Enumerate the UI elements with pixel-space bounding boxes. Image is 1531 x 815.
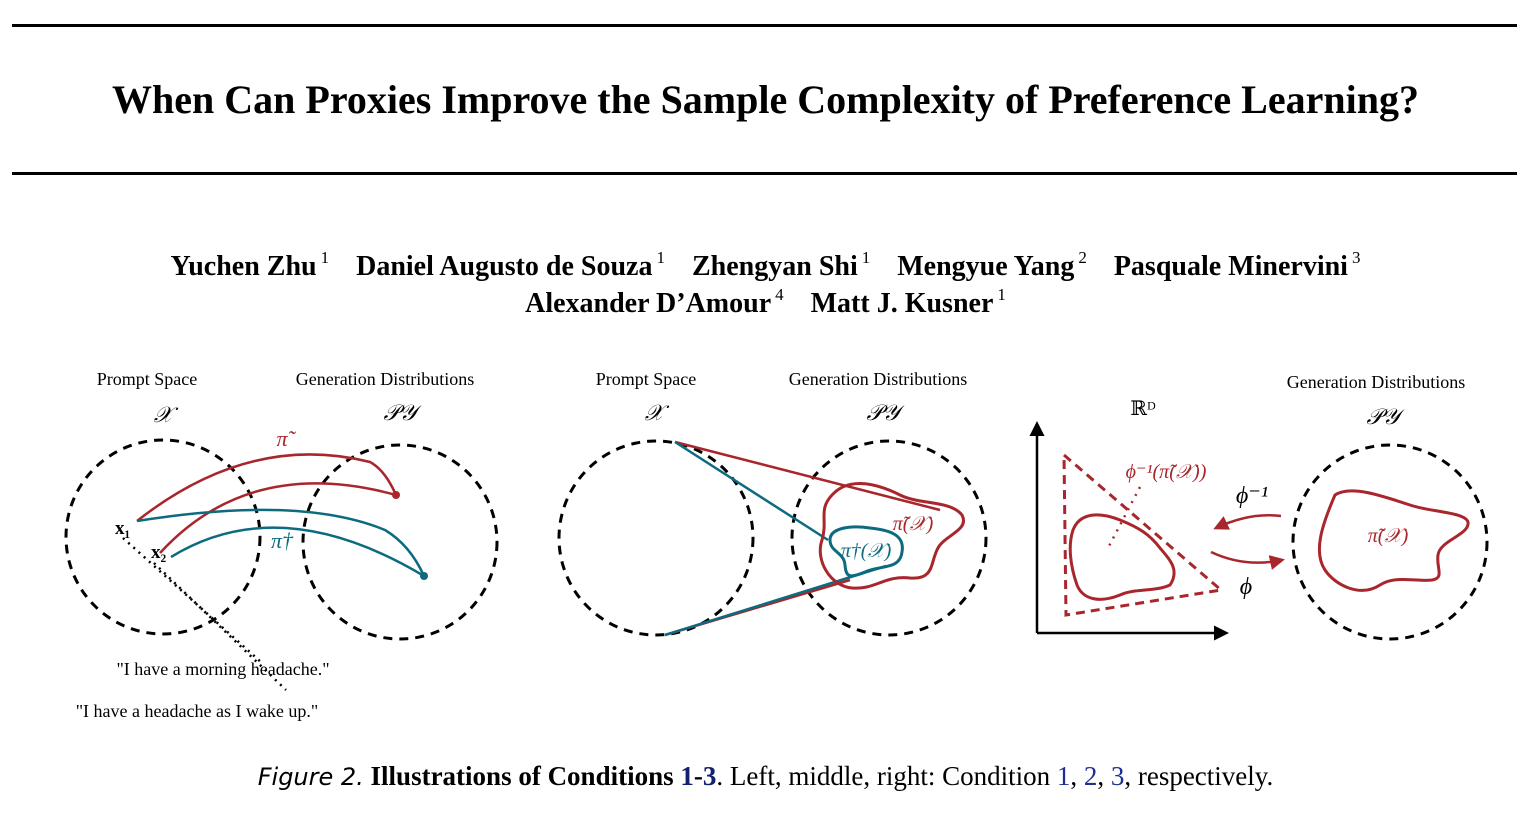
phi-inverse-arrow bbox=[1213, 513, 1282, 530]
prompt-space-circle bbox=[64, 438, 262, 636]
paper-title: When Can Proxies Improve the Sample Comp… bbox=[112, 77, 1419, 122]
phi-inverse-leader bbox=[1106, 486, 1142, 549]
x2-dotted-leader bbox=[153, 562, 287, 691]
author: Yuchen Zhu 1 bbox=[170, 248, 330, 282]
author: Daniel Augusto de Souza 1 bbox=[356, 248, 665, 282]
condition-ref-link[interactable]: 3 bbox=[1110, 761, 1125, 791]
prompt-space-label: Prompt Space bbox=[97, 369, 198, 389]
right-panel: ℝᴰ Generation Distributions 𝒫𝒴 ϕ⁻¹(π̃(𝒳)… bbox=[1029, 372, 1489, 641]
authors-line-2: Alexander D’Amour 4 Matt J. Kusner 1 bbox=[0, 277, 1531, 322]
pi-dagger-arrow-2 bbox=[170, 526, 425, 578]
figure-caption: Figure 2. Illustrations of Conditions 1-… bbox=[257, 761, 1274, 791]
pi-tilde-x-label: π̃(𝒳) bbox=[893, 513, 934, 535]
pi-dagger-arrow-1 bbox=[136, 508, 426, 577]
pi-tilde-arrow-1 bbox=[136, 453, 398, 522]
generation-space-symbol: 𝒫𝒴 bbox=[383, 400, 422, 425]
generation-space-circle bbox=[1291, 443, 1489, 641]
middle-panel: Prompt Space Generation Distributions 𝒳 … bbox=[557, 369, 988, 637]
phi-inverse-region bbox=[1068, 513, 1176, 601]
figure-label: Figure 2. bbox=[257, 763, 364, 791]
caption-bold-text: Illustrations of Conditions bbox=[370, 761, 674, 791]
pi-tilde-x-label: π̃(𝒳) bbox=[1368, 525, 1409, 547]
prompt-space-symbol: 𝒳 bbox=[645, 400, 670, 425]
pi-dagger-projection-lines bbox=[664, 440, 887, 637]
condition-ref-link[interactable]: 2 bbox=[1083, 761, 1098, 791]
condition-ref-link[interactable]: 3 bbox=[702, 761, 717, 791]
pi-tilde-image-region bbox=[818, 481, 966, 590]
pi-tilde-label: π̃ bbox=[276, 426, 296, 451]
phi-inverse-region-label: ϕ⁻¹(π̃(𝒳)) bbox=[1126, 461, 1207, 483]
generation-distributions-label: Generation Distributions bbox=[789, 369, 967, 389]
example-prompt-1: "I have a morning headache." bbox=[116, 659, 329, 679]
phi-inverse-symbol: ϕ⁻¹ bbox=[1236, 483, 1268, 509]
top-rule bbox=[12, 24, 1517, 27]
phi-arrow bbox=[1210, 550, 1285, 570]
caption-tail: , respectively. bbox=[1124, 761, 1274, 791]
generation-space-circle bbox=[301, 443, 499, 641]
generation-distributions-label: Generation Distributions bbox=[296, 369, 474, 389]
pi-tilde-target-point bbox=[392, 491, 400, 499]
condition-ref-link[interactable]: 1 bbox=[680, 761, 694, 791]
x1-label: x₁ bbox=[115, 518, 130, 539]
pi-dagger-label: π† bbox=[271, 528, 294, 553]
authors-line-1: Yuchen Zhu 1 Daniel Augusto de Souza 1 Zhe… bbox=[0, 240, 1531, 285]
generation-distributions-label: Generation Distributions bbox=[1287, 372, 1465, 392]
phi-symbol: ϕ bbox=[1240, 574, 1252, 600]
pi-tilde-image-region bbox=[1317, 489, 1470, 592]
author: Pasquale Minervini 3 bbox=[1113, 248, 1361, 282]
generation-space-symbol: 𝒫𝒴 bbox=[1366, 404, 1405, 429]
example-prompt-2: "I have a headache as I wake up." bbox=[76, 701, 319, 721]
caption-text: . Left, middle, right: Condition bbox=[716, 761, 1051, 791]
pi-dagger-image-region bbox=[828, 525, 904, 578]
author: Zhengyan Shi 1 bbox=[692, 248, 871, 282]
author: Alexander D’Amour 4 bbox=[525, 285, 784, 319]
generation-space-symbol: 𝒫𝒴 bbox=[866, 400, 905, 425]
caption-range-dash: - bbox=[693, 761, 703, 791]
real-space-label: ℝᴰ bbox=[1130, 398, 1156, 420]
condition-ref-link[interactable]: 1 bbox=[1056, 761, 1071, 791]
prompt-space-symbol: 𝒳 bbox=[154, 402, 179, 427]
author: Mengyue Yang 2 bbox=[897, 248, 1087, 282]
generation-space-circle bbox=[790, 439, 988, 637]
pi-tilde-arrow-2 bbox=[159, 482, 397, 554]
left-panel: Prompt Space Generation Distributions 𝒳 … bbox=[64, 369, 499, 721]
figure-2-illustration: Prompt Space Generation Distributions 𝒳 … bbox=[64, 369, 1489, 721]
x1-dotted-leader bbox=[122, 537, 263, 664]
author: Matt J. Kusner 1 bbox=[810, 285, 1006, 319]
prompt-space-circle bbox=[557, 439, 755, 637]
phi-inverse-triangle bbox=[1062, 451, 1225, 617]
pi-dagger-target-point bbox=[420, 572, 428, 580]
bottom-rule bbox=[12, 172, 1517, 175]
prompt-space-label: Prompt Space bbox=[596, 369, 697, 389]
pi-dagger-x-label: π†(𝒳) bbox=[841, 540, 892, 562]
x2-label: x₂ bbox=[151, 542, 167, 563]
